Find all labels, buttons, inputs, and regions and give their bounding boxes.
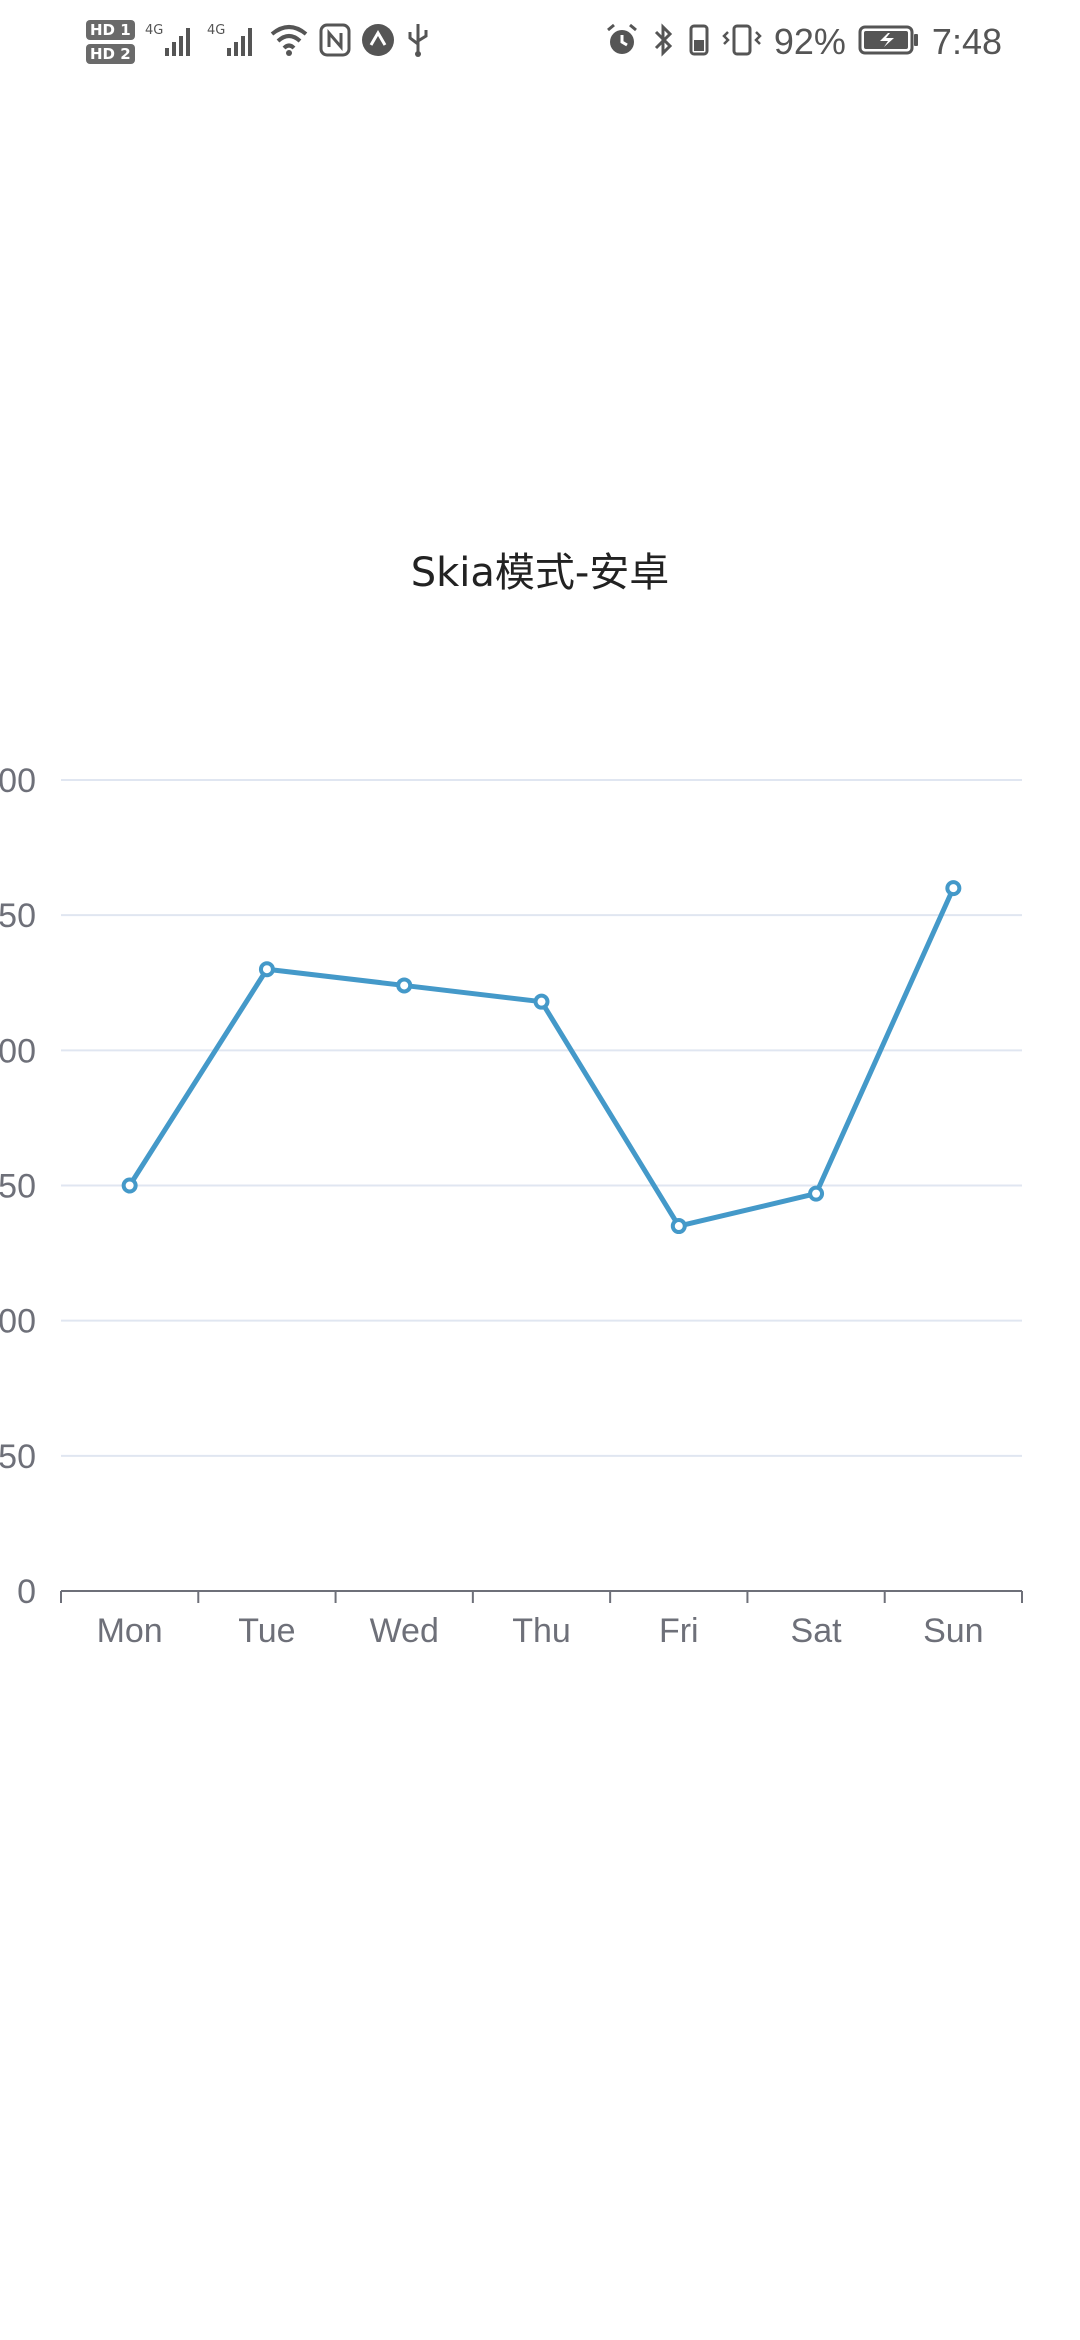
clock: 7:48 bbox=[931, 21, 1002, 62]
nfc-icon bbox=[319, 23, 351, 61]
battery-icon bbox=[858, 24, 920, 60]
y-tick-label: 200 bbox=[0, 1032, 36, 1070]
sim2-badge: HD 2 bbox=[86, 44, 135, 64]
signal-icon: 4G bbox=[207, 20, 259, 64]
data-point bbox=[670, 1218, 687, 1235]
battery-percent: 92% bbox=[773, 21, 846, 62]
data-point bbox=[945, 880, 962, 897]
signal-icon: 4G bbox=[145, 20, 197, 64]
y-tick-label: 150 bbox=[0, 1168, 36, 1206]
x-tick-label: Fri bbox=[659, 1612, 699, 1650]
x-tick-label: Thu bbox=[512, 1612, 571, 1650]
y-tick-label: 50 bbox=[0, 1438, 36, 1476]
data-point bbox=[808, 1185, 825, 1202]
sim-indicators: HD 1 HD 2 bbox=[86, 20, 135, 64]
grid-lines bbox=[61, 779, 1022, 1457]
series-line bbox=[127, 885, 956, 1229]
x-axis: Mon Tue Wed Thu Fri Sat Sun bbox=[60, 1590, 1023, 1650]
chart-title: Skia模式-安卓 bbox=[411, 550, 670, 596]
x-tick-label: Sat bbox=[791, 1612, 843, 1650]
x-tick-label: Wed bbox=[370, 1612, 439, 1650]
status-bar: HD 1 HD 2 4G 4G bbox=[0, 0, 1080, 80]
data-point bbox=[258, 961, 275, 978]
wifi-icon bbox=[269, 22, 309, 62]
sim1-badge: HD 1 bbox=[86, 20, 135, 40]
phone-battery-icon bbox=[688, 22, 710, 62]
x-tick-label: Tue bbox=[238, 1612, 295, 1650]
data-point bbox=[121, 1177, 138, 1194]
bluetooth-icon bbox=[652, 22, 676, 62]
navigation-icon bbox=[361, 23, 395, 61]
svg-text:4G: 4G bbox=[207, 23, 225, 38]
y-tick-label: 300 bbox=[0, 762, 36, 800]
x-tick-label: Sun bbox=[923, 1612, 984, 1650]
y-tick-label: 100 bbox=[0, 1303, 36, 1341]
vibrate-icon bbox=[722, 22, 762, 62]
usb-icon bbox=[405, 22, 431, 62]
status-left: HD 1 HD 2 4G 4G bbox=[86, 12, 431, 72]
y-tick-label: 250 bbox=[0, 897, 36, 935]
data-point bbox=[533, 993, 550, 1010]
svg-text:4G: 4G bbox=[145, 23, 163, 38]
series bbox=[121, 880, 962, 1235]
y-axis-labels: 0 50 100 150 200 250 300 bbox=[0, 762, 36, 1611]
y-tick-label: 0 bbox=[17, 1573, 36, 1611]
x-tick-label: Mon bbox=[97, 1612, 163, 1650]
status-right: 92% 7:48 bbox=[604, 12, 1002, 72]
data-point bbox=[396, 977, 413, 994]
alarm-icon bbox=[604, 22, 640, 62]
